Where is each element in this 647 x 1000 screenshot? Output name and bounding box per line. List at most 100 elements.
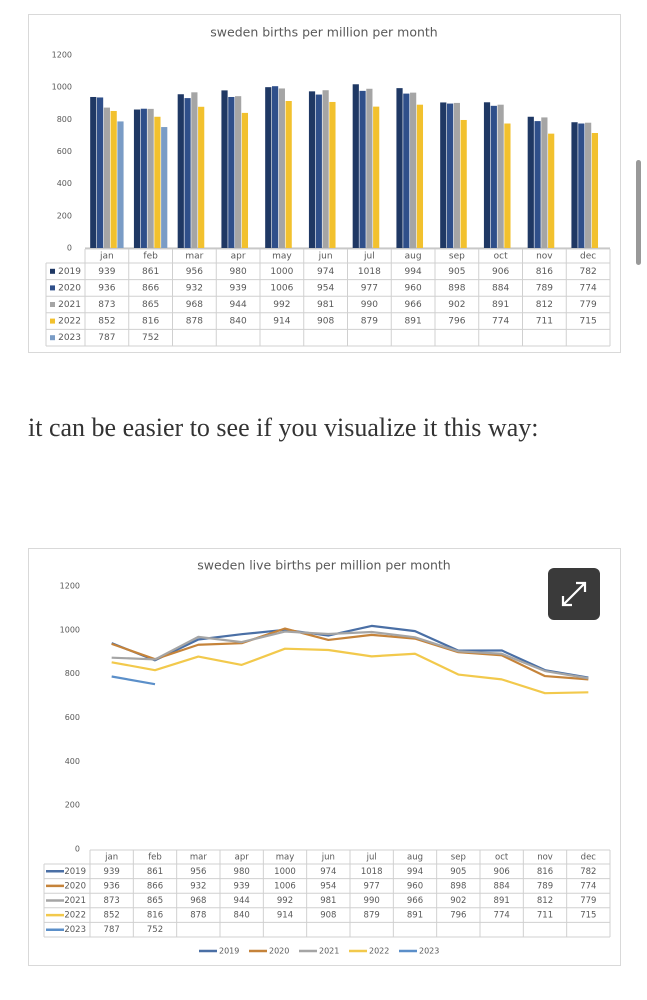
x-tick-label: mar bbox=[190, 853, 207, 863]
x-tick-label: nov bbox=[536, 252, 553, 262]
x-tick-label: jun bbox=[318, 252, 333, 262]
table-value: 782 bbox=[580, 267, 597, 277]
table-value: 981 bbox=[320, 896, 336, 906]
bar bbox=[527, 116, 534, 248]
x-tick-label: dec bbox=[581, 853, 597, 863]
legend-label: 2022 bbox=[369, 947, 389, 956]
bar bbox=[228, 96, 235, 248]
table-value: 879 bbox=[364, 911, 380, 921]
table-value: 711 bbox=[537, 911, 553, 921]
x-tick-label: jul bbox=[366, 853, 377, 863]
table-value: 816 bbox=[537, 867, 553, 877]
bar bbox=[184, 98, 191, 248]
table-value: 980 bbox=[234, 867, 250, 877]
table-value: 944 bbox=[234, 896, 250, 906]
bar bbox=[322, 90, 329, 248]
table-value: 992 bbox=[273, 300, 290, 310]
legend-label: 2020 bbox=[64, 881, 86, 891]
table-value: 939 bbox=[230, 283, 247, 293]
table-value: 873 bbox=[104, 896, 120, 906]
bar bbox=[366, 88, 373, 249]
table-value: 816 bbox=[147, 911, 163, 921]
bar bbox=[571, 122, 578, 248]
x-tick-label: may bbox=[272, 252, 292, 262]
table-value: 936 bbox=[98, 283, 115, 293]
x-tick-label: may bbox=[276, 853, 295, 863]
table-value: 852 bbox=[98, 317, 115, 327]
bar bbox=[359, 90, 366, 248]
table-value: 902 bbox=[450, 896, 466, 906]
table-value: 954 bbox=[317, 283, 334, 293]
table-value: 954 bbox=[320, 881, 336, 891]
table-value: 779 bbox=[580, 896, 596, 906]
table-value: 966 bbox=[405, 300, 422, 310]
table-value: 816 bbox=[536, 267, 553, 277]
bar bbox=[329, 101, 336, 248]
table-value: 902 bbox=[448, 300, 465, 310]
table-value: 884 bbox=[492, 283, 509, 293]
table-value: 816 bbox=[142, 317, 159, 327]
table-value: 774 bbox=[494, 911, 510, 921]
table-value: 956 bbox=[190, 867, 206, 877]
table-value: 939 bbox=[234, 881, 250, 891]
legend-swatch bbox=[50, 285, 55, 291]
table-value: 960 bbox=[407, 881, 423, 891]
table-value: 898 bbox=[448, 283, 465, 293]
paragraph: it can be easier to see if you visualize… bbox=[28, 413, 539, 442]
table-value: 932 bbox=[190, 881, 206, 891]
x-tick-label: aug bbox=[405, 252, 422, 262]
table-value: 866 bbox=[142, 283, 159, 293]
table-value: 981 bbox=[317, 300, 334, 310]
bar bbox=[497, 104, 504, 248]
table-value: 990 bbox=[361, 300, 378, 310]
x-tick-label: jul bbox=[363, 252, 375, 262]
table-value: 1000 bbox=[274, 867, 296, 877]
table-value: 936 bbox=[104, 881, 120, 891]
bar bbox=[103, 107, 110, 248]
table-value: 711 bbox=[536, 317, 553, 327]
bar bbox=[265, 87, 272, 249]
legend-swatch bbox=[50, 302, 55, 307]
bar bbox=[578, 123, 585, 248]
bar bbox=[591, 133, 599, 248]
table-value: 787 bbox=[104, 925, 120, 935]
y-tick-label: 1200 bbox=[52, 51, 72, 60]
table-value: 914 bbox=[277, 911, 293, 921]
bar bbox=[410, 92, 417, 248]
table-value: 939 bbox=[98, 267, 115, 277]
x-tick-label: mar bbox=[185, 252, 203, 262]
legend-label: 2019 bbox=[58, 267, 81, 277]
series-line bbox=[111, 624, 589, 679]
bar bbox=[446, 103, 454, 249]
table-value: 840 bbox=[234, 911, 250, 921]
table-value: 968 bbox=[186, 300, 203, 310]
y-tick-label: 200 bbox=[57, 211, 72, 220]
bar bbox=[396, 88, 403, 248]
table-value: 878 bbox=[190, 911, 206, 921]
table-value: 891 bbox=[405, 317, 422, 327]
legend-swatch bbox=[50, 268, 55, 274]
bar bbox=[221, 90, 228, 248]
legend-label: 2021 bbox=[319, 947, 339, 956]
table-value: 866 bbox=[147, 881, 163, 891]
scrollbar[interactable] bbox=[636, 160, 641, 265]
table-value: 898 bbox=[450, 881, 466, 891]
table-value: 789 bbox=[536, 283, 553, 293]
expand-button[interactable] bbox=[548, 568, 600, 620]
bar bbox=[460, 119, 467, 248]
series-line bbox=[111, 627, 589, 681]
table-value: 977 bbox=[364, 881, 380, 891]
table-value: 906 bbox=[494, 867, 510, 877]
y-tick-label: 1200 bbox=[60, 582, 80, 591]
legend-swatch bbox=[50, 335, 55, 341]
table-value: 905 bbox=[448, 267, 465, 277]
table-value: 878 bbox=[186, 317, 203, 327]
table-value: 944 bbox=[230, 300, 247, 310]
table-value: 879 bbox=[361, 317, 378, 327]
series-line bbox=[111, 647, 589, 695]
x-tick-label: feb bbox=[143, 252, 158, 262]
bar bbox=[140, 108, 147, 249]
table-value: 977 bbox=[361, 283, 378, 293]
